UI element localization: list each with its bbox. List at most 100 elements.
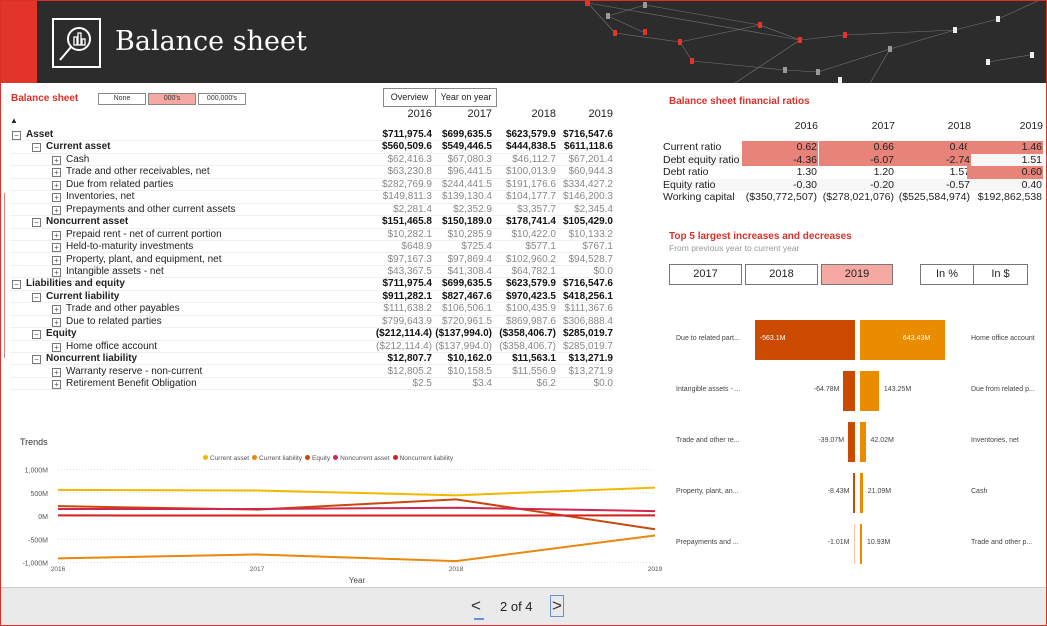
expand-icon[interactable]: + (52, 243, 61, 253)
ratio-value: ($350,772,507) (745, 191, 817, 204)
expand-icon[interactable]: + (52, 155, 61, 165)
row-label[interactable]: − Liabilities and equity (12, 278, 125, 290)
row-label[interactable]: + Retirement Benefit Obligation (52, 378, 197, 390)
row-label[interactable]: + Intangible assets - net (52, 266, 164, 278)
cell-value: $0.0 (593, 378, 613, 389)
row-label[interactable]: + Trade and other payables (52, 303, 180, 315)
expand-icon[interactable]: + (52, 380, 61, 389)
row-label[interactable]: + Cash (52, 154, 89, 166)
cell-value: $97,167.3 (387, 253, 433, 265)
row-label-text: Warranty reserve - non-current (66, 365, 203, 377)
row-label[interactable]: + Held-to-maturity investments (52, 241, 193, 253)
table-row: − Liabilities and equity $711,975.4 $699,63… (10, 278, 613, 291)
increase-item-label: Trade and other p... (971, 539, 1033, 546)
collapse-icon[interactable]: − (12, 131, 21, 140)
collapse-icon[interactable]: − (32, 355, 41, 365)
year-2017-button[interactable]: 2017 (669, 264, 742, 285)
cell-value: $67,080.3 (447, 153, 493, 165)
ratio-value: 0.66 (819, 141, 895, 154)
expand-icon[interactable]: + (52, 205, 61, 215)
increase-value-label: 10.93M (867, 539, 891, 546)
legend-item[interactable]: Equity (305, 455, 330, 462)
in-percent-button[interactable]: In % (920, 264, 974, 285)
collapse-icon[interactable]: − (32, 218, 41, 228)
collapse-icon[interactable]: − (32, 292, 41, 302)
in-dollar-button[interactable]: In $ (973, 264, 1028, 285)
cell-value: $285,019.7 (562, 328, 613, 340)
cell-value: $13,271.9 (568, 365, 614, 377)
expand-icon[interactable]: + (52, 317, 61, 327)
legend-item[interactable]: Noncurrent liability (392, 455, 453, 462)
ratio-value: 1.57 (949, 166, 970, 179)
scale-thousands-button[interactable]: 000's (148, 93, 196, 105)
expand-icon[interactable]: + (52, 305, 61, 315)
cell-value: $41,308.4 (447, 265, 493, 277)
ratio-row: Debt ratio 1.30 1.20 1.57 0.60 (663, 166, 1044, 179)
row-label[interactable]: + Warranty reserve - non-current (52, 366, 202, 378)
ratio-value: $192,862,538 (977, 191, 1042, 204)
next-page-button[interactable]: > (550, 595, 564, 617)
scale-none-button[interactable]: None (98, 93, 146, 105)
scale-millions-button[interactable]: 000,000's (198, 93, 246, 105)
row-label[interactable]: + Trade and other receivables, net (52, 166, 210, 178)
sort-ascending-icon[interactable]: ▲ (10, 116, 18, 125)
y-tick-label: 1,000M (25, 468, 49, 475)
year-2018-button[interactable]: 2018 (745, 264, 818, 285)
row-label[interactable]: + Inventories, net (52, 191, 134, 203)
legend-item[interactable]: Noncurrent asset (333, 455, 390, 462)
collapse-icon[interactable]: − (12, 280, 21, 290)
cell-value: ($212,114.4) (376, 340, 432, 352)
expand-icon[interactable]: + (52, 168, 61, 178)
year-header: 2016 (407, 108, 432, 120)
row-label-text: Property, plant, and equipment, net (66, 253, 222, 265)
previous-page-button[interactable]: < (471, 596, 484, 620)
expand-icon[interactable]: + (52, 180, 61, 190)
cell-value: $720,961.5 (441, 315, 492, 327)
legend-item[interactable]: Current liability (252, 455, 302, 462)
row-label[interactable]: − Equity (32, 328, 77, 340)
legend-item[interactable]: Current asset (203, 455, 249, 462)
year-2019-button[interactable]: 2019 (821, 264, 893, 285)
cell-value: $725.4 (461, 241, 492, 253)
accent-strip (0, 0, 37, 83)
cell-value: $2.5 (412, 378, 432, 389)
row-label[interactable]: + Property, plant, and equipment, net (52, 254, 221, 266)
legend-marker-icon (305, 455, 311, 460)
expand-icon[interactable]: + (52, 193, 61, 203)
x-tick-label: 2018 (449, 566, 464, 573)
row-label[interactable]: + Due from related parties (52, 179, 173, 191)
expand-icon[interactable]: + (52, 230, 61, 240)
row-label[interactable]: − Noncurrent liability (32, 353, 137, 365)
row-label[interactable]: − Asset (12, 129, 53, 141)
row-label[interactable]: + Home office account (52, 341, 157, 353)
balance-sheet-title: Balance sheet (11, 93, 79, 104)
collapse-icon[interactable]: − (32, 330, 41, 340)
row-label[interactable]: + Prepaid rent - net of current portion (52, 229, 222, 241)
cell-value: ($358,406.7) (499, 340, 556, 352)
row-label[interactable]: − Noncurrent asset (32, 216, 128, 228)
x-tick-label: 2017 (250, 566, 265, 573)
cell-value: $711,975.4 (382, 129, 433, 140)
expand-icon[interactable]: + (52, 367, 61, 377)
row-label-text: Held-to-maturity investments (66, 241, 194, 253)
row-label[interactable]: + Due to related parties (52, 316, 162, 328)
row-label[interactable]: − Current liability (32, 291, 119, 303)
ratio-row: Current ratio 0.62 0.66 0.46 1.46 (663, 141, 1044, 154)
cell-value: ($137,994.0) (435, 328, 492, 340)
collapse-icon[interactable]: − (32, 143, 41, 153)
cell-value: $623,579.9 (505, 129, 556, 140)
row-label[interactable]: − Current asset (32, 141, 110, 153)
legend-label: Current asset (210, 455, 250, 462)
tab-year-on-year[interactable]: Year on year (435, 88, 497, 107)
year-header: 2019 (588, 108, 613, 120)
table-row: + Prepayments and other current assets $2,… (10, 204, 613, 217)
expand-icon[interactable]: + (52, 267, 61, 277)
expand-icon[interactable]: + (52, 342, 61, 352)
cell-value: $111,638.2 (383, 303, 432, 315)
expand-icon[interactable]: + (52, 255, 61, 265)
tab-overview[interactable]: Overview (383, 88, 436, 107)
y-tick-label: -1,000M (22, 561, 48, 568)
ratio-row: Debt equity ratio -4.36 -6.07 -2.74 1.51 (663, 153, 1044, 167)
ratio-value: ($278,021,076) (822, 191, 894, 204)
row-label[interactable]: + Prepayments and other current assets (52, 204, 236, 216)
